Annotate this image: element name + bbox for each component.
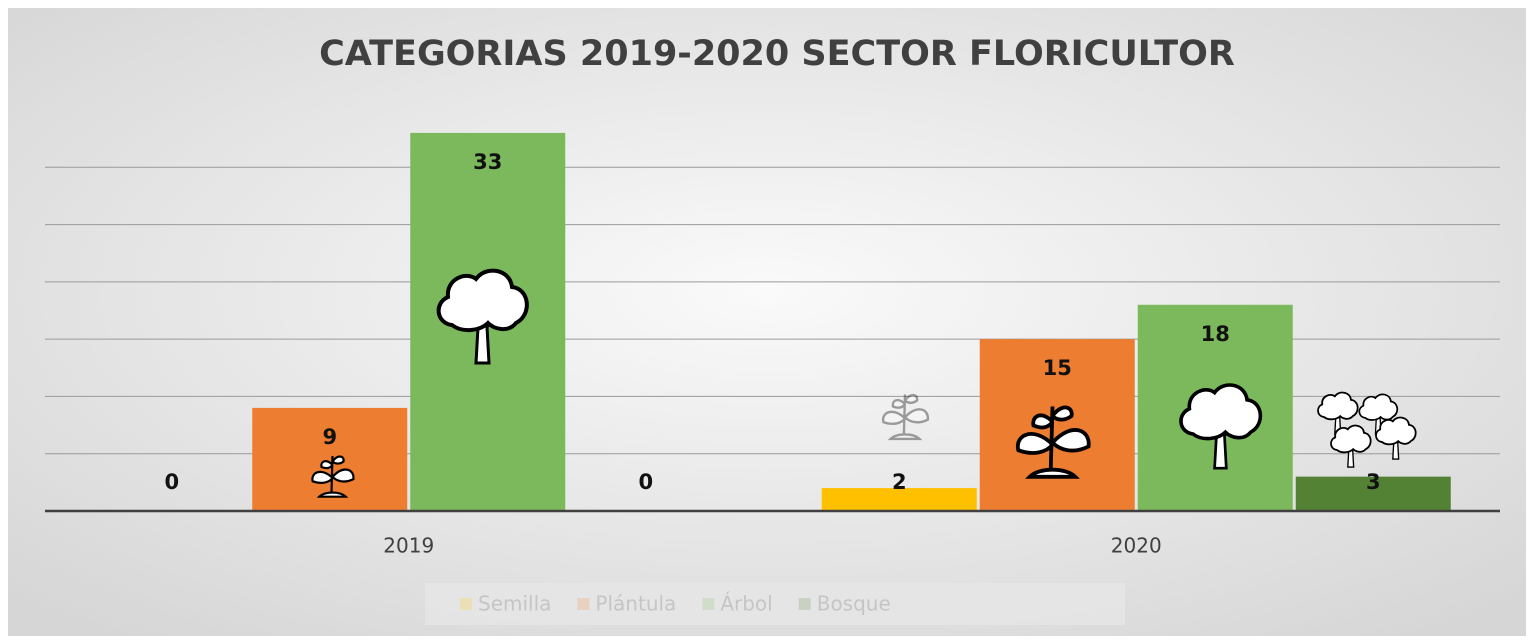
- value-label: 18: [1201, 322, 1230, 346]
- bar: [821, 488, 977, 511]
- value-label: 9: [322, 425, 337, 449]
- value-label: 2: [892, 470, 907, 494]
- bar: [979, 339, 1135, 511]
- chart-title: CATEGORIAS 2019-2020 SECTOR FLORICULTOR: [319, 34, 1235, 74]
- bar: [1295, 476, 1451, 511]
- value-label: 33: [473, 150, 502, 174]
- x-tick-label: 2020: [1111, 534, 1162, 558]
- x-tick-label: 2019: [383, 534, 434, 558]
- legend-box: [425, 583, 1125, 625]
- value-label: 0: [164, 470, 179, 494]
- value-label: 3: [1366, 470, 1381, 494]
- value-label: 0: [638, 470, 653, 494]
- value-label: 15: [1043, 356, 1072, 380]
- chart-background: [8, 8, 1526, 636]
